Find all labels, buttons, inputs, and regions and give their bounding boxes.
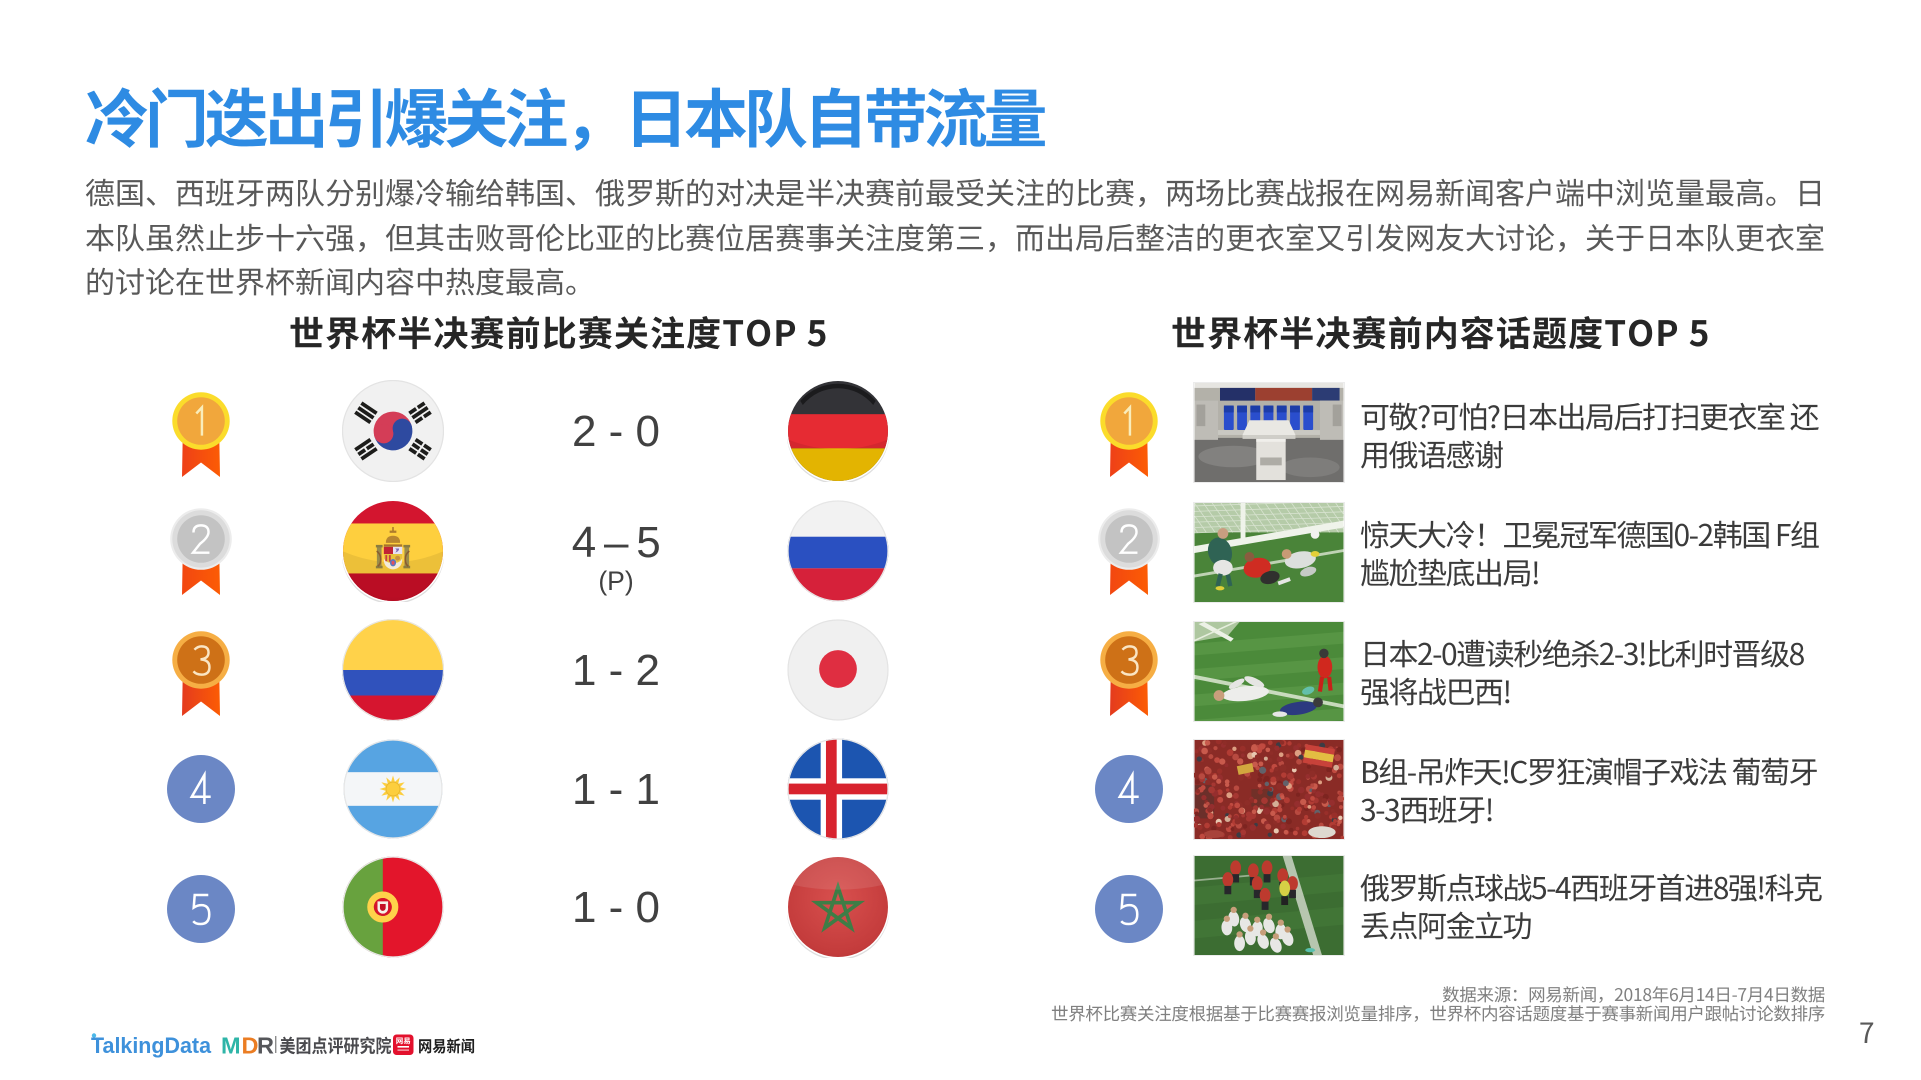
svg-text:D: D — [242, 1033, 259, 1059]
svg-text:网易新闻: 网易新闻 — [418, 1033, 475, 1057]
svg-text:美团点评研究院: 美团点评研究院 — [280, 1033, 392, 1059]
svg-text:M: M — [221, 1033, 241, 1059]
svg-text:网易: 网易 — [396, 1036, 411, 1047]
svg-text:TalkingData: TalkingData — [91, 1033, 211, 1058]
svg-text:R: R — [257, 1033, 274, 1059]
